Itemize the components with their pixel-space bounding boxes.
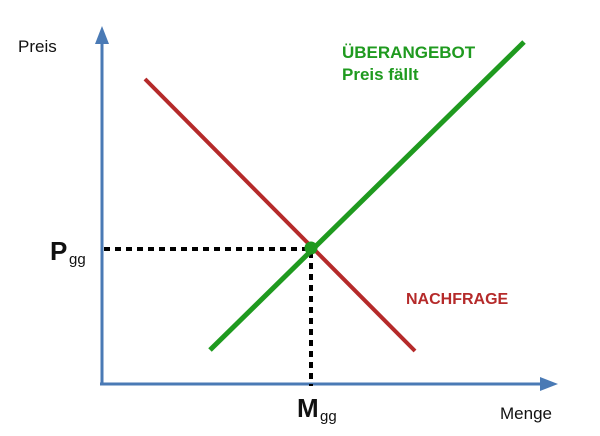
supply-curve	[208, 40, 526, 352]
supply-label-line1: ÜBERANGEBOT	[342, 43, 476, 62]
equilibrium-quantity-label: M gg	[297, 393, 337, 425]
x-axis-label: Menge	[500, 404, 552, 423]
equilibrium-price-label: P gg	[50, 236, 86, 268]
demand-label: NACHFRAGE	[406, 291, 509, 308]
demand-curve	[143, 77, 417, 353]
equilibrium-point	[304, 241, 318, 255]
axes	[95, 26, 558, 391]
y-axis-label: Preis	[18, 37, 57, 56]
y-axis-arrowhead	[95, 26, 109, 44]
equilibrium-guides	[104, 247, 313, 386]
supply-label-line2: Preis fällt	[342, 65, 419, 84]
price-symbol: P	[50, 236, 67, 266]
x-axis-arrowhead	[540, 377, 558, 391]
quantity-subscript: gg	[320, 408, 337, 425]
quantity-symbol: M	[297, 393, 319, 423]
price-subscript: gg	[69, 251, 86, 268]
